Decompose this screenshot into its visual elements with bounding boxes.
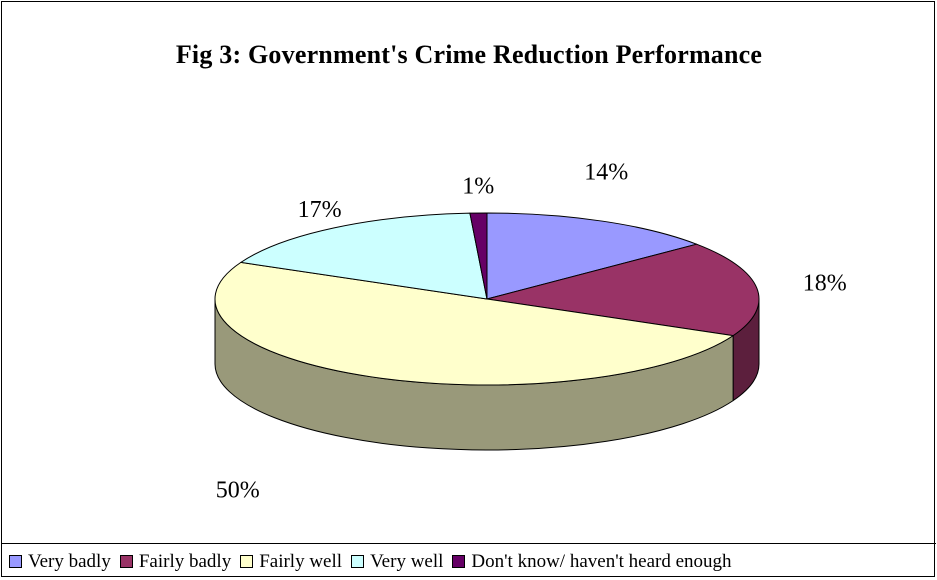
pie-slice-4 bbox=[469, 212, 488, 300]
data-label-4: 1% bbox=[462, 174, 494, 200]
legend-item: Fairly well bbox=[240, 551, 342, 573]
legend-swatch bbox=[9, 555, 22, 568]
pie-tops bbox=[214, 212, 760, 386]
pie-slice-0 bbox=[486, 212, 698, 300]
pie-slice-2 bbox=[214, 261, 734, 386]
legend-swatch bbox=[240, 555, 254, 568]
legend-label: Very well bbox=[370, 550, 444, 572]
legend-swatch bbox=[119, 555, 133, 568]
pie-chart: 14% 18% 50% 17% 1% bbox=[214, 159, 847, 504]
legend-label: Fairly badly bbox=[138, 550, 232, 572]
data-label-2: 50% bbox=[216, 478, 260, 504]
pie-slice-3 bbox=[240, 212, 488, 300]
legend-swatch bbox=[351, 555, 365, 568]
legend-label: Fairly well bbox=[259, 550, 343, 572]
data-label-1: 18% bbox=[803, 271, 847, 297]
legend-swatch bbox=[452, 555, 466, 568]
legend-item: Very well bbox=[351, 551, 443, 573]
pie-slice-1 bbox=[486, 243, 760, 337]
pie-labels: 14% 18% 50% 17% 1% bbox=[216, 159, 847, 503]
data-label-3: 17% bbox=[298, 197, 342, 223]
legend-label: Very badly bbox=[28, 550, 111, 572]
data-label-0: 14% bbox=[584, 159, 628, 185]
legend-label: Don't know/ haven't heard enough bbox=[471, 550, 732, 572]
legend-item: Very badly bbox=[9, 551, 111, 573]
legend-item: Don't know/ haven't heard enough bbox=[452, 550, 732, 573]
chart-title: Fig 3: Government's Crime Reduction Perf… bbox=[175, 40, 763, 69]
legend: Very badly Fairly badly Fairly well Very we… bbox=[2, 543, 936, 579]
legend-item: Fairly badly bbox=[119, 550, 232, 573]
